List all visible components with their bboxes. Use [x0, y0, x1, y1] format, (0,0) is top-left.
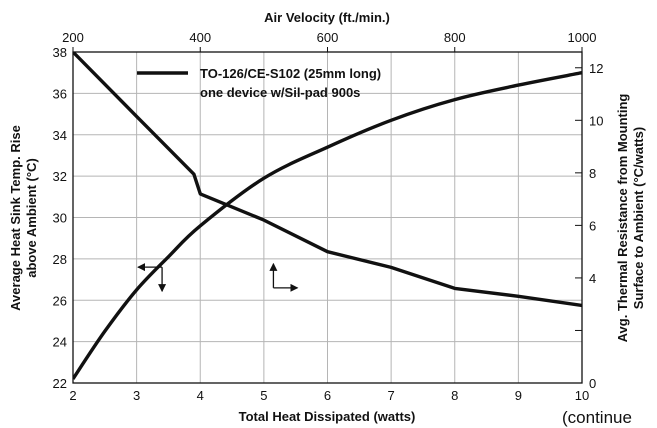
- right-tick-label: 0: [589, 376, 596, 391]
- left-tick-label: 26: [53, 293, 67, 308]
- bottom-tick-labels: 2 3 4 5 6 7 8 9 10: [69, 388, 589, 403]
- continued-footer: (continue: [562, 408, 632, 427]
- right-axis-title-line-1: Avg. Thermal Resistance from Mounting: [615, 94, 630, 343]
- left-tick-label: 34: [53, 128, 67, 143]
- top-axis-title: Air Velocity (ft./min.): [264, 10, 390, 25]
- left-axis-title-line-1: Average Heat Sink Temp. Rise: [8, 125, 23, 311]
- bottom-tick-label: 7: [388, 388, 395, 403]
- bottom-tick-label: 3: [133, 388, 140, 403]
- left-tick-labels: 22 24 26 28 30 32 34 36 38: [53, 45, 67, 391]
- bottom-tick-label: 10: [575, 388, 589, 403]
- right-tick-label: 10: [589, 113, 603, 128]
- grid-lines: [73, 52, 582, 383]
- bottom-tick-label: 2: [69, 388, 76, 403]
- right-tick-label: 4: [589, 271, 596, 286]
- legend-line-1: TO-126/CE-S102 (25mm long): [200, 66, 381, 81]
- legend-line-2: one device w/Sil-pad 900s: [200, 85, 360, 100]
- left-tick-label: 38: [53, 45, 67, 60]
- right-tick-label: 6: [589, 218, 596, 233]
- left-axis-title-line-2: above Ambient (°C): [24, 158, 39, 278]
- top-tick-label: 600: [317, 30, 339, 45]
- thermal-resistance-curve: [73, 52, 582, 308]
- right-tick-label: 12: [589, 61, 603, 76]
- top-tick-labels: 200 400 600 800 1000: [62, 30, 596, 52]
- right-axis-title-line-2: Surface to Ambient (°C/watts): [631, 127, 646, 309]
- top-tick-label: 1000: [568, 30, 597, 45]
- bottom-tick-label: 6: [324, 388, 331, 403]
- left-tick-label: 30: [53, 211, 67, 226]
- left-tick-label: 36: [53, 86, 67, 101]
- bottom-tick-label: 9: [515, 388, 522, 403]
- left-tick-label: 28: [53, 252, 67, 267]
- left-tick-label: 24: [53, 335, 67, 350]
- bottom-tick-label: 4: [197, 388, 204, 403]
- axis-indicator-arrows: [137, 262, 299, 293]
- right-tick-label: 8: [589, 166, 596, 181]
- bottom-tick-label: 8: [451, 388, 458, 403]
- top-tick-label: 400: [189, 30, 211, 45]
- bottom-tick-label: 5: [260, 388, 267, 403]
- temp-rise-curve: [73, 71, 582, 380]
- left-tick-label: 32: [53, 169, 67, 184]
- top-tick-label: 200: [62, 30, 84, 45]
- bottom-axis-title: Total Heat Dissipated (watts): [239, 409, 416, 424]
- top-tick-label: 800: [444, 30, 466, 45]
- left-tick-label: 22: [53, 376, 67, 391]
- right-tick-labels: 0 4 6 8 10 12: [575, 61, 603, 391]
